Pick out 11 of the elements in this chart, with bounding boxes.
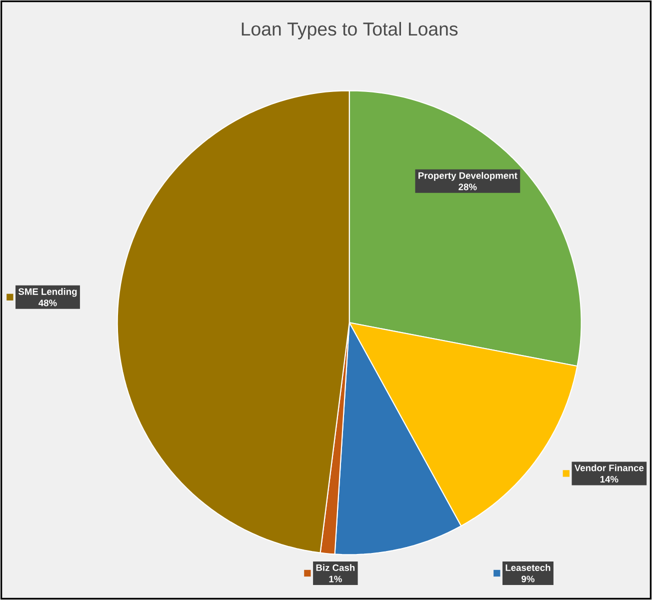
data-label: 14%	[600, 476, 618, 483]
legend-label: Biz Cash	[316, 564, 355, 571]
data-label: 28%	[458, 184, 477, 190]
chart-title: Loan Types to Total Loans	[242, 22, 458, 40]
legend-label: Vendor Finance	[574, 464, 644, 472]
data-label: 48%	[38, 300, 57, 306]
legend-label: Leasetech	[506, 564, 550, 571]
legend-label: SME Lending	[18, 288, 77, 297]
data-label: 1%	[329, 576, 342, 582]
slice-label: Property Development	[418, 172, 518, 181]
data-label: 9%	[522, 576, 534, 582]
